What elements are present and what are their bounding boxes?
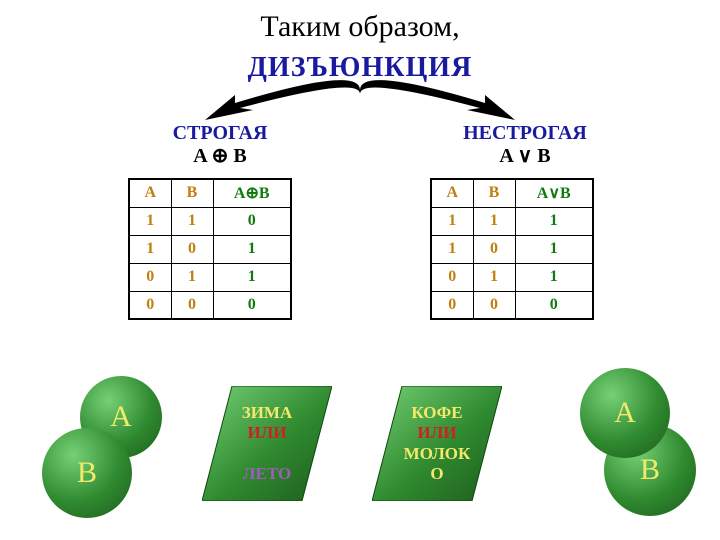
left-venn-circle-b: В (42, 428, 132, 518)
line: ИЛИ (404, 423, 471, 443)
cell: 1 (431, 207, 473, 235)
left-header-op: A⊕B (213, 179, 291, 207)
cell: 1 (515, 207, 593, 235)
circle-label: В (77, 456, 97, 490)
line (242, 444, 293, 464)
cell: 1 (129, 207, 171, 235)
cell: 1 (515, 235, 593, 263)
cell: 1 (431, 235, 473, 263)
line: ЗИМА (242, 403, 293, 423)
line: ИЛИ (242, 423, 293, 443)
diagram-root: Таким образом, ДИЗЪЮНКЦИЯ СТРОГАЯ A ⊕ B … (0, 0, 720, 540)
cell: 1 (473, 207, 515, 235)
cell: 0 (129, 263, 171, 291)
cell: 0 (171, 235, 213, 263)
left-expr: A ⊕ B (130, 145, 310, 168)
cell: 1 (171, 263, 213, 291)
left-header-a: A (129, 179, 171, 207)
cell: 0 (473, 235, 515, 263)
cell: 1 (171, 207, 213, 235)
cell: 1 (129, 235, 171, 263)
right-parallelogram: КОФЕ ИЛИ МОЛОК О (372, 386, 502, 501)
right-paral-text: КОФЕ ИЛИ МОЛОК О (398, 397, 477, 491)
cell: 0 (213, 291, 291, 319)
cell: 0 (515, 291, 593, 319)
right-kind: НЕСТРОГАЯ (435, 122, 615, 145)
cell: 1 (213, 235, 291, 263)
circle-label: А (110, 400, 132, 434)
right-section-label: НЕСТРОГАЯ A ∨ B (435, 122, 615, 168)
cell: 0 (431, 263, 473, 291)
cell: 1 (213, 263, 291, 291)
left-paral-text: ЗИМА ИЛИ ЛЕТО (236, 397, 299, 491)
line: О (404, 464, 471, 484)
line: МОЛОК (404, 444, 471, 464)
circle-label: В (640, 453, 660, 487)
cell: 0 (171, 291, 213, 319)
cell: 0 (431, 291, 473, 319)
circle-label: А (614, 396, 636, 430)
left-parallelogram: ЗИМА ИЛИ ЛЕТО (202, 386, 332, 501)
cell: 0 (473, 291, 515, 319)
right-expr: A ∨ B (435, 145, 615, 168)
line: ЛЕТО (242, 464, 293, 484)
cell: 1 (515, 263, 593, 291)
right-header-op: A∨B (515, 179, 593, 207)
right-venn-circle-a: А (580, 368, 670, 458)
line: КОФЕ (404, 403, 471, 423)
cell: 0 (213, 207, 291, 235)
right-header-a: A (431, 179, 473, 207)
left-header-b: B (171, 179, 213, 207)
cell: 1 (473, 263, 515, 291)
left-kind: СТРОГАЯ (130, 122, 310, 145)
right-truth-table: A B A∨B 111 101 011 000 (430, 178, 594, 320)
intro-heading: Таким образом, (0, 10, 720, 44)
left-section-label: СТРОГАЯ A ⊕ B (130, 122, 310, 168)
double-arrow-icon (205, 80, 515, 120)
left-truth-table: A B A⊕B 110 101 011 000 (128, 178, 292, 320)
right-header-b: B (473, 179, 515, 207)
cell: 0 (129, 291, 171, 319)
